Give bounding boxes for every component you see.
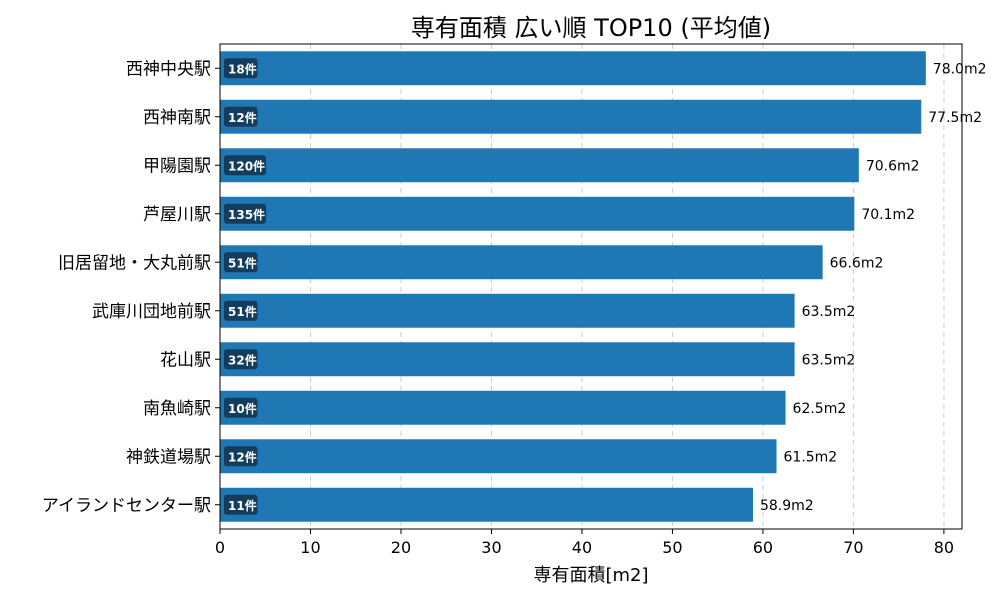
category-label: 西神南駅 xyxy=(143,108,211,128)
value-label: 63.5m2 xyxy=(802,352,856,368)
count-label: 135件 xyxy=(228,207,265,222)
x-tick-label: 70 xyxy=(843,538,863,557)
category-label: 花山駅 xyxy=(160,350,211,370)
value-label: 70.1m2 xyxy=(861,207,915,223)
bar xyxy=(220,196,855,231)
x-tick-label: 50 xyxy=(662,538,682,557)
count-badge xyxy=(224,58,258,79)
value-label: 61.5m2 xyxy=(784,449,838,465)
count-label: 120件 xyxy=(228,158,265,173)
x-tick-label: 60 xyxy=(753,538,773,557)
count-badge xyxy=(224,349,258,370)
plot-frame xyxy=(219,43,963,530)
count-badge xyxy=(224,446,258,467)
value-label: 70.6m2 xyxy=(866,158,920,174)
y-axis-ticks: 西神中央駅西神南駅甲陽園駅芦屋川駅旧居留地・大丸前駅武庫川団地前駅花山駅南魚崎駅… xyxy=(42,59,220,516)
count-label: 12件 xyxy=(228,110,257,125)
count-badge xyxy=(224,397,258,418)
count-label: 12件 xyxy=(228,449,257,464)
value-label: 78.0m2 xyxy=(933,61,987,77)
value-label: 66.6m2 xyxy=(830,255,884,271)
chart-title: 専有面積 広い順 TOP10 (平均値) xyxy=(410,14,772,42)
bar xyxy=(220,99,922,134)
value-label: 58.9m2 xyxy=(760,498,814,514)
x-axis-label: 専有面積[m2] xyxy=(533,565,648,586)
count-label: 51件 xyxy=(228,255,257,270)
x-tick-label: 40 xyxy=(572,538,592,557)
value-label: 62.5m2 xyxy=(793,401,847,417)
category-label: アイランドセンター駅 xyxy=(42,496,211,516)
count-label: 51件 xyxy=(228,304,257,319)
count-badge xyxy=(224,155,266,176)
bar xyxy=(220,148,859,183)
bar xyxy=(220,342,795,377)
category-label: 甲陽園駅 xyxy=(143,156,211,176)
category-label: 芦屋川駅 xyxy=(143,205,211,225)
count-label: 32件 xyxy=(228,352,257,367)
count-label: 18件 xyxy=(228,61,257,76)
count-badge xyxy=(224,203,266,224)
x-tick-label: 80 xyxy=(934,538,954,557)
bars: 18件 78.0m2 12件 77.5m2 120件 70.6m2 135件 70.1m2 51… xyxy=(220,51,987,522)
count-label: 10件 xyxy=(228,401,257,416)
bar xyxy=(220,245,823,280)
count-badge xyxy=(224,106,258,127)
count-label: 11件 xyxy=(228,498,257,513)
bar xyxy=(220,51,926,86)
x-tick-label: 0 xyxy=(215,538,225,557)
bar xyxy=(220,390,786,425)
count-badge xyxy=(224,300,258,321)
bar xyxy=(220,487,753,522)
category-label: 武庫川団地前駅 xyxy=(92,302,211,322)
x-tick-label: 10 xyxy=(300,538,320,557)
value-label: 77.5m2 xyxy=(928,110,982,126)
bar xyxy=(220,293,795,328)
x-tick-label: 30 xyxy=(481,538,501,557)
x-axis-ticks: 0 10 20 30 40 50 60 70 80 xyxy=(215,529,954,557)
category-label: 旧居留地・大丸前駅 xyxy=(58,253,211,273)
category-label: 南魚崎駅 xyxy=(143,399,211,419)
value-label: 63.5m2 xyxy=(802,304,856,320)
x-tick-label: 20 xyxy=(391,538,411,557)
count-badge xyxy=(224,252,258,273)
category-label: 神鉄道場駅 xyxy=(126,447,211,467)
category-label: 西神中央駅 xyxy=(126,59,211,79)
bar xyxy=(220,439,777,474)
count-badge xyxy=(224,494,258,515)
